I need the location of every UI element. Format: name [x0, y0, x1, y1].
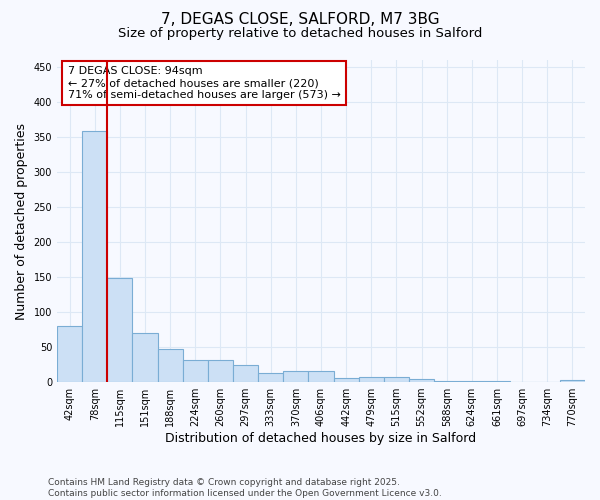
Text: 7 DEGAS CLOSE: 94sqm
← 27% of detached houses are smaller (220)
71% of semi-deta: 7 DEGAS CLOSE: 94sqm ← 27% of detached h…	[68, 66, 340, 100]
Bar	[308, 371, 334, 382]
Text: 7, DEGAS CLOSE, SALFORD, M7 3BG: 7, DEGAS CLOSE, SALFORD, M7 3BG	[161, 12, 439, 28]
X-axis label: Distribution of detached houses by size in Salford: Distribution of detached houses by size …	[166, 432, 476, 445]
Bar	[409, 380, 434, 382]
Bar	[183, 360, 208, 382]
Bar	[107, 278, 133, 382]
Bar	[158, 349, 183, 382]
Bar	[283, 371, 308, 382]
Bar	[560, 380, 585, 382]
Bar	[233, 364, 258, 382]
Y-axis label: Number of detached properties: Number of detached properties	[15, 122, 28, 320]
Bar	[258, 373, 283, 382]
Text: Contains HM Land Registry data © Crown copyright and database right 2025.
Contai: Contains HM Land Registry data © Crown c…	[48, 478, 442, 498]
Bar	[133, 333, 158, 382]
Bar	[57, 326, 82, 382]
Bar	[359, 377, 384, 382]
Bar	[334, 378, 359, 382]
Bar	[208, 360, 233, 382]
Text: Size of property relative to detached houses in Salford: Size of property relative to detached ho…	[118, 28, 482, 40]
Bar	[82, 132, 107, 382]
Bar	[384, 377, 409, 382]
